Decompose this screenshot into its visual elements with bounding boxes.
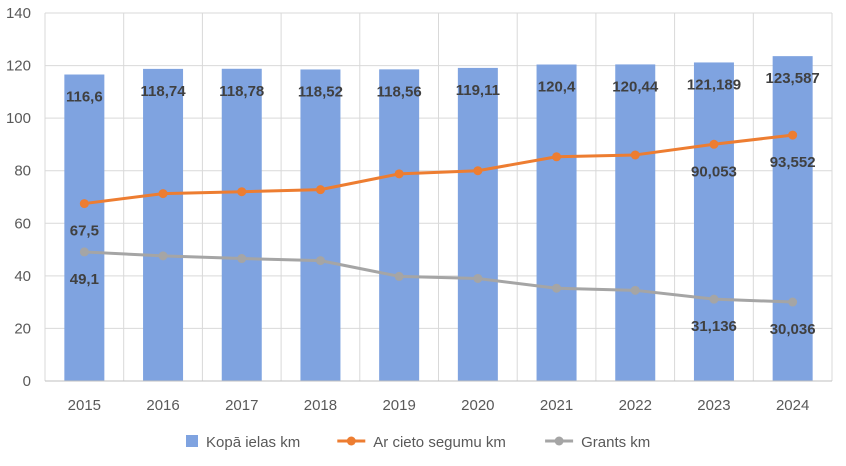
bar-data-label: 120,44 [612, 78, 659, 95]
line-point [315, 256, 325, 266]
bar-data-label: 120,4 [538, 79, 576, 96]
line-data-label: 49,1 [70, 271, 99, 288]
bar [379, 69, 420, 382]
line-point [788, 297, 798, 307]
bar-data-label: 116,6 [66, 89, 103, 106]
x-tick-label: 2020 [461, 397, 494, 414]
bar [693, 62, 734, 382]
x-tick-label: 2018 [304, 397, 337, 414]
line-point [552, 152, 562, 162]
line-point [788, 130, 798, 140]
bar [772, 56, 813, 382]
y-tick-label: 20 [14, 320, 31, 337]
bar-data-label: 121,189 [687, 76, 741, 93]
y-tick-label: 60 [14, 215, 31, 232]
line-point [709, 139, 719, 149]
line-data-label: 93,552 [770, 154, 816, 171]
legend-swatch-marker [346, 436, 356, 446]
legend-swatch-bar [186, 435, 198, 447]
line-point [394, 169, 404, 179]
x-tick-label: 2022 [619, 397, 652, 414]
line-data-label: 90,053 [691, 163, 737, 180]
legend-label: Grants km [581, 434, 650, 451]
line-point [552, 283, 562, 293]
legend-swatch-marker [554, 436, 564, 446]
axes: 0 20 40 60 80 100 120 140 2015 2016 2017 2018 2019 20… [6, 5, 832, 414]
x-tick-label: 2021 [540, 397, 573, 414]
x-tick-label: 2024 [776, 397, 809, 414]
line-series [79, 130, 798, 307]
bar [536, 64, 577, 382]
line-point [237, 254, 247, 264]
y-tick-label: 0 [23, 373, 31, 390]
legend-label: Kopā ielas km [206, 434, 300, 451]
line-point [630, 150, 640, 160]
line-point [473, 166, 483, 176]
y-tick-label: 100 [6, 110, 31, 127]
bar [64, 74, 105, 381]
line-point [237, 187, 247, 197]
bar-data-label: 118,74 [141, 83, 187, 100]
line-point [473, 273, 483, 283]
y-tick-label: 140 [6, 5, 31, 22]
line-data-label: 67,5 [70, 223, 99, 240]
series-line [84, 133, 793, 206]
line-point [630, 285, 640, 295]
x-tick-label: 2016 [146, 397, 179, 414]
bar-data-label: 118,56 [377, 83, 422, 100]
bar-data-label: 118,78 [219, 83, 264, 100]
series-line [84, 250, 793, 304]
x-tick-label: 2023 [697, 397, 730, 414]
line-point [158, 189, 168, 199]
bar-data-label: 118,52 [298, 83, 343, 100]
line-data-label: 30,036 [770, 321, 816, 338]
bar [221, 68, 262, 381]
legend: Kopā ielas km Ar cieto segumu km Grants km [186, 434, 650, 451]
line-point [394, 271, 404, 281]
line-point [315, 185, 325, 195]
line-point [709, 294, 719, 304]
bar [143, 68, 184, 382]
bar-series [64, 56, 813, 382]
bar [615, 64, 656, 381]
grid-lines [44, 12, 833, 381]
y-tick-label: 80 [14, 163, 31, 180]
x-tick-label: 2019 [382, 397, 415, 414]
y-tick-label: 40 [14, 268, 31, 285]
bar-data-label: 123,587 [766, 70, 820, 87]
line-point [79, 247, 89, 257]
line-point [158, 251, 168, 261]
bar [300, 69, 341, 381]
data-labels: 116,6 118,74 118,78 118,52 118,56 119,11 120,4… [66, 70, 820, 338]
line-data-label: 31,136 [691, 318, 737, 335]
line-point [79, 199, 89, 209]
legend-label: Ar cieto segumu km [373, 434, 506, 451]
y-tick-label: 120 [6, 58, 31, 75]
bar-data-label: 119,11 [456, 82, 500, 99]
x-tick-label: 2015 [68, 397, 101, 414]
bar [457, 67, 498, 381]
x-tick-label: 2017 [225, 397, 258, 414]
